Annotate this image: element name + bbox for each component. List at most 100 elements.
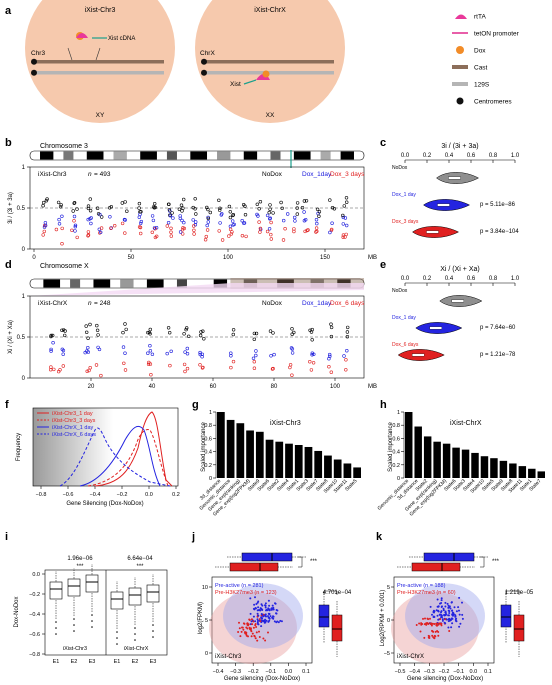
sig-bracket: [323, 590, 338, 595]
scatter-point: [259, 620, 262, 623]
scatter-point: [454, 618, 457, 621]
panel-i-letter: i: [5, 531, 8, 543]
ideogram-band: [340, 151, 354, 160]
scatter-point: [238, 627, 241, 630]
vbox: [500, 604, 512, 628]
scatter-point: [442, 607, 445, 610]
data-point: [227, 234, 231, 238]
chr3-129s: [34, 71, 164, 75]
data-point: [139, 219, 144, 224]
data-point: [70, 228, 74, 233]
scatter-point: [246, 627, 249, 630]
legend-label: iXist-Chr3_1 day: [52, 411, 93, 417]
data-point: [328, 230, 332, 235]
xtick-label: −0.5: [395, 669, 406, 675]
data-point: [41, 200, 46, 205]
data-point: [311, 361, 316, 365]
scatter-point: [249, 612, 252, 615]
scatter-point: [268, 604, 271, 607]
outlier: [152, 630, 154, 632]
scatter-point: [247, 635, 249, 638]
scatter-point: [457, 606, 460, 609]
plot-k-p: 1.219e−05: [505, 590, 534, 596]
data-point: [41, 233, 45, 237]
data-point: [167, 208, 172, 212]
scatter-point: [440, 614, 443, 617]
data-point: [165, 351, 169, 356]
plot-d-points: [48, 322, 350, 378]
scatter-point: [447, 620, 450, 623]
data-point: [344, 358, 348, 362]
data-point: [269, 237, 273, 241]
legend-entry: NoDox: [262, 171, 283, 178]
data-point: [303, 229, 307, 234]
data-point: [166, 221, 171, 225]
plot-k-name: iXist-ChrX: [397, 654, 424, 660]
violin-label: Dox_1 day: [392, 192, 416, 198]
scatter-point: [435, 622, 438, 625]
bar: [226, 419, 235, 478]
data-point: [342, 354, 346, 358]
vbox: [331, 614, 343, 642]
data-point: [49, 349, 53, 353]
scatter-point: [250, 629, 252, 631]
bar-ytick-label: 1: [397, 410, 400, 416]
data-point: [312, 352, 316, 356]
data-point: [268, 203, 272, 207]
ytick-label: −0.6: [29, 632, 40, 638]
ideogram-band: [120, 279, 134, 288]
scatter-point: [271, 604, 274, 607]
scatter-point: [280, 620, 283, 623]
data-point: [257, 207, 261, 211]
legend-a: rtTA tetON promoter Dox Cast 129S Centromeres: [452, 14, 520, 106]
scatter-point: [451, 617, 454, 620]
scatter-point: [254, 620, 257, 623]
data-point: [178, 230, 183, 234]
data-point: [150, 214, 155, 218]
data-point: [61, 364, 65, 368]
data-point: [283, 227, 287, 231]
legend-a-label: Dox: [474, 48, 486, 55]
data-point: [151, 218, 156, 223]
scatter-point: [431, 613, 433, 616]
legend-entry: Dox_3 days: [330, 171, 365, 178]
scatter-point: [433, 623, 436, 625]
scatter-point: [250, 620, 253, 623]
data-point: [251, 356, 256, 360]
outlier: [73, 618, 75, 620]
data-point: [169, 234, 174, 238]
plot-j: −0.4 −0.3 −0.2 −0.1 0.0 0.1 0 5 10: [202, 552, 343, 675]
data-point: [124, 327, 128, 332]
data-point: [344, 368, 348, 372]
scatter-point: [239, 635, 242, 638]
data-point: [180, 209, 184, 213]
data-point: [341, 215, 345, 220]
data-point: [345, 335, 350, 339]
xtick-label: −0.1: [265, 669, 276, 675]
bar: [480, 456, 489, 478]
data-point: [99, 215, 104, 219]
chromosomex-label: Chromosome X: [40, 263, 89, 270]
scatter-point: [421, 623, 424, 625]
plot-j-stars: ***: [310, 559, 318, 565]
data-point: [42, 225, 47, 229]
data-point: [310, 338, 314, 342]
bar: [499, 460, 508, 478]
scatter-point: [448, 614, 450, 617]
data-point: [51, 341, 55, 345]
data-point: [289, 346, 294, 350]
bar-ytick-label: 0.4: [392, 450, 400, 456]
data-point: [42, 229, 46, 234]
scatter-point: [240, 630, 243, 633]
scatter-point: [260, 603, 263, 606]
group-label: iXist-Chr3: [63, 646, 87, 652]
insertion-lines: [67, 47, 101, 61]
scatter-point: [256, 612, 259, 615]
data-point: [272, 352, 276, 357]
data-point: [112, 224, 117, 228]
data-point: [108, 215, 112, 219]
scatter-point: [267, 599, 270, 602]
plot-i-stars1: ***: [76, 564, 84, 570]
bar-ytick-label: 0.2: [392, 463, 400, 469]
scatter-point: [429, 605, 432, 608]
